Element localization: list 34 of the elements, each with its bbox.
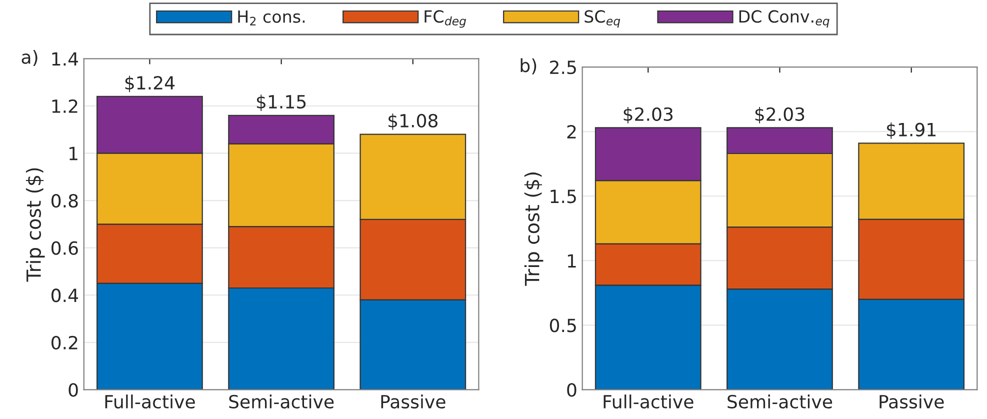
y-tick-label: 2 bbox=[567, 125, 576, 138]
total-label: $1.91 bbox=[886, 122, 936, 139]
y-tick-label: 0 bbox=[68, 383, 78, 397]
y-tick-label: 1.2 bbox=[52, 99, 78, 113]
legend-label: DC Conv.$_{eq}$ bbox=[739, 10, 830, 28]
text: a) bbox=[22, 50, 38, 66]
y-tick-label: 1 bbox=[568, 254, 576, 268]
y-tick-label: 0.5 bbox=[550, 318, 576, 332]
y-tick-label: 1.5 bbox=[550, 190, 576, 204]
x-tick-label: Full-active bbox=[604, 394, 694, 409]
legend-label: SC$_{eq}$ bbox=[584, 10, 620, 28]
y-axis-title: Trip cost ($) bbox=[524, 172, 544, 286]
total-label: $2.03 bbox=[755, 106, 804, 124]
y-tick-label: 2.5 bbox=[550, 60, 576, 74]
total-label: $2.03 bbox=[624, 106, 673, 124]
y-tick-label: 0.4 bbox=[52, 288, 78, 302]
legend-label: H$_{2}$ cons. bbox=[238, 10, 305, 26]
x-tick-label: Passive bbox=[880, 394, 944, 409]
total-label: $1.08 bbox=[388, 114, 438, 130]
x-tick-label: Passive bbox=[381, 394, 446, 409]
x-tick-label: Full-active bbox=[105, 394, 195, 409]
y-tick-label: 0 bbox=[567, 383, 576, 397]
y-tick-label: 0.8 bbox=[52, 194, 78, 208]
y-tick-label: 1 bbox=[70, 146, 78, 160]
y-axis-title: Trip cost ($) bbox=[26, 168, 45, 282]
y-tick-label: 1.4 bbox=[52, 52, 78, 66]
text: b) bbox=[520, 58, 536, 74]
x-tick-label: Semi-active bbox=[728, 394, 832, 409]
legend-label: FC$_{deg}$ bbox=[424, 10, 466, 28]
total-label: $1.15 bbox=[256, 94, 306, 111]
y-tick-label: 0.2 bbox=[52, 336, 78, 350]
x-tick-label: Semi-active bbox=[229, 394, 334, 409]
y-tick-label: 0.6 bbox=[52, 241, 78, 255]
total-label: $1.24 bbox=[125, 76, 175, 92]
